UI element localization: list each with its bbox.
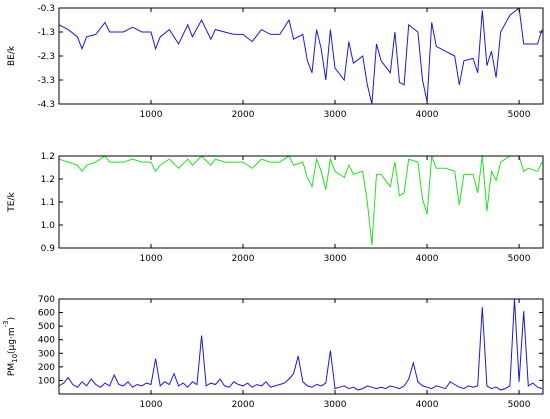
y-tick-label: -3.3 xyxy=(37,76,55,86)
y-tick-label: 1.2 xyxy=(41,175,55,185)
y-axis-label: BE/k xyxy=(7,45,17,66)
y-axis-label: PM10(μg·m-3) xyxy=(2,317,19,376)
y-tick-label: 200 xyxy=(38,363,55,373)
y-tick-label: 0.9 xyxy=(41,244,56,254)
x-tick-label: 4000 xyxy=(416,400,439,410)
y-tick-label: -0.3 xyxy=(37,4,55,14)
x-tick-label: 5000 xyxy=(508,400,531,410)
plot-frame xyxy=(58,298,544,395)
x-tick-label: 2000 xyxy=(232,254,255,264)
y-tick-label: 1.2 xyxy=(41,152,55,162)
x-tick-label: 3000 xyxy=(324,254,347,264)
y-tick-label: -2.3 xyxy=(37,52,55,62)
plot-frame xyxy=(58,7,544,105)
data-line xyxy=(59,156,543,245)
x-tick-label: 1000 xyxy=(140,400,163,410)
data-line xyxy=(59,8,543,104)
x-tick-label: 5000 xyxy=(508,110,531,120)
x-tick-label: 2000 xyxy=(232,110,255,120)
x-tick-label: 3000 xyxy=(324,110,347,120)
y-axis-label-part: -3 xyxy=(2,320,10,327)
x-tick-label: 5000 xyxy=(508,254,531,264)
plot-frame xyxy=(58,155,544,249)
y-tick-label: 300 xyxy=(38,349,55,359)
y-tick-label: 400 xyxy=(38,336,55,346)
x-tick-label: 4000 xyxy=(416,254,439,264)
y-tick-label: 1.0 xyxy=(41,221,56,231)
y-axis-label-part: PM xyxy=(7,363,17,376)
y-axis-label: TE/k xyxy=(7,192,17,213)
x-tick-label: 1000 xyxy=(140,254,163,264)
data-line xyxy=(59,299,543,391)
x-tick-label: 2000 xyxy=(232,400,255,410)
x-tick-label: 1000 xyxy=(140,110,163,120)
y-tick-label: 100 xyxy=(38,376,55,386)
y-axis-label-part: ) xyxy=(7,317,17,321)
y-tick-label: 600 xyxy=(38,309,55,319)
y-axis-label-part: 10 xyxy=(11,354,19,363)
y-tick-label: 700 xyxy=(38,295,55,305)
y-axis-label-part: TE/k xyxy=(7,192,17,213)
x-tick-label: 3000 xyxy=(324,400,347,410)
y-tick-label: -4.3 xyxy=(37,100,55,110)
x-tick-label: 4000 xyxy=(416,110,439,120)
y-tick-label: 1.1 xyxy=(41,198,55,208)
y-tick-label: 500 xyxy=(38,322,55,332)
y-axis-label-part: BE/k xyxy=(7,45,17,66)
y-axis-label-part: (μg·m xyxy=(7,327,17,354)
y-tick-label: -1.3 xyxy=(37,28,55,38)
